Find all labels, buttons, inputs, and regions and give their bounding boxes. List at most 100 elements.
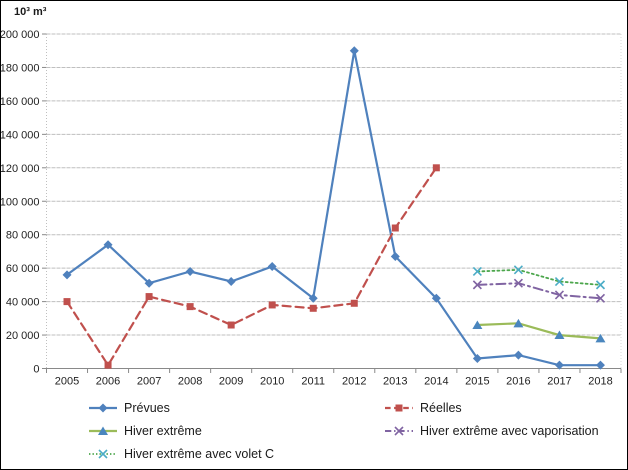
- marker-diamond: [554, 360, 564, 370]
- marker-x: [595, 293, 606, 303]
- marker-diamond: [185, 266, 195, 276]
- marker-diamond: [431, 293, 441, 303]
- marker-diamond: [62, 270, 72, 280]
- marker-square: [432, 164, 440, 172]
- marker-square: [268, 301, 276, 309]
- x-tick-label: 2008: [178, 376, 202, 388]
- series-2: [63, 164, 440, 369]
- legend-sample: [89, 449, 117, 459]
- y-tick-label: 140 000: [1, 129, 40, 141]
- legend-sample-marker: [98, 403, 108, 413]
- y-tick-label: 160 000: [1, 96, 40, 108]
- legend-label: Hiver extrême avec volet C: [124, 447, 275, 461]
- marker-square: [104, 361, 112, 369]
- marker-square: [145, 293, 153, 301]
- marker-triangle: [554, 330, 565, 340]
- y-tick-label: 0: [33, 364, 39, 376]
- x-tick-label: 2017: [547, 376, 571, 388]
- y-tick-label: 20 000: [6, 330, 40, 342]
- y-tick-label: 60 000: [6, 263, 40, 275]
- series-5: [472, 265, 606, 290]
- legend-label: Prévues: [124, 401, 170, 415]
- x-tick-label: 2005: [55, 376, 79, 388]
- marker-square: [395, 404, 403, 412]
- marker-x: [472, 266, 482, 277]
- marker-triangle: [98, 426, 108, 435]
- marker-triangle: [513, 318, 524, 328]
- marker-diamond: [144, 278, 154, 288]
- marker-x: [472, 280, 482, 290]
- legend-sample-marker: [394, 426, 404, 436]
- marker-square: [309, 304, 317, 312]
- marker-x: [554, 276, 565, 287]
- marker-diamond: [98, 403, 108, 413]
- axis-labels: 0 20 000 40 000 60 000 80 000 100 000 120 000 1…: [1, 29, 613, 388]
- x-tick-label: 2015: [465, 376, 489, 388]
- x-tick-label: 2016: [506, 376, 530, 388]
- marker-triangle: [595, 333, 606, 343]
- y-tick-label: 120 000: [1, 163, 40, 175]
- axes: [42, 33, 622, 373]
- marker-x: [513, 278, 523, 288]
- y-tick-label: 180 000: [1, 62, 40, 74]
- legend-sample-marker: [98, 449, 108, 459]
- y-tick-label: 40 000: [6, 297, 40, 309]
- marker-diamond: [472, 353, 482, 363]
- series-line: [65, 166, 438, 368]
- marker-square: [227, 321, 235, 329]
- y-axis-unit-label: 10³ m³: [14, 6, 47, 18]
- x-tick-label: 2006: [96, 376, 120, 388]
- legend-sample-marker: [395, 404, 403, 412]
- series-1: [62, 46, 605, 370]
- marker-diamond: [349, 46, 359, 56]
- legend-entry-2: Réelles: [384, 399, 462, 417]
- marker-x: [394, 426, 404, 436]
- y-tick-label: 200 000: [1, 29, 40, 41]
- legend-entry-1: Prévues: [88, 399, 170, 417]
- marker-x: [554, 290, 565, 300]
- marker-square: [350, 299, 358, 307]
- marker-square: [63, 298, 71, 306]
- marker-diamond: [390, 251, 400, 261]
- marker-triangle: [472, 320, 483, 330]
- marker-diamond: [513, 350, 523, 360]
- y-tick-label: 100 000: [1, 196, 40, 208]
- x-tick-label: 2012: [342, 376, 366, 388]
- x-tick-label: 2007: [137, 376, 161, 388]
- series-4: [472, 278, 606, 303]
- gridlines: [46, 33, 621, 336]
- legend-sample: [385, 426, 413, 436]
- marker-diamond: [595, 360, 605, 370]
- legend-entry-4: Hiver extrême avec vaporisation: [384, 422, 599, 440]
- series-line: [476, 268, 602, 286]
- legend-sample-marker: [98, 426, 108, 435]
- legend-sample: [89, 426, 117, 435]
- marker-x: [513, 265, 523, 275]
- marker-square: [186, 303, 194, 311]
- marker-x: [98, 449, 108, 459]
- legend-entry-5: Hiver extrême avec volet C: [88, 445, 274, 463]
- series-line: [476, 282, 602, 300]
- legend-label: Hiver extrême: [124, 424, 202, 438]
- x-tick-label: 2009: [219, 376, 243, 388]
- series-3: [472, 318, 606, 343]
- legend-label: Réelles: [420, 401, 462, 415]
- marker-diamond: [308, 293, 318, 303]
- marker-square: [391, 224, 399, 232]
- x-tick-label: 2013: [383, 376, 407, 388]
- series-line: [65, 50, 602, 367]
- marker-diamond: [103, 240, 113, 250]
- marker-diamond: [267, 261, 277, 271]
- legend-sample: [89, 403, 117, 413]
- legend-label: Hiver extrême avec vaporisation: [420, 424, 599, 438]
- legend-entry-3: Hiver extrême: [88, 422, 202, 440]
- marker-x: [595, 280, 606, 290]
- x-tick-label: 2010: [260, 376, 284, 388]
- legend-sample: [385, 404, 413, 412]
- series-line: [476, 322, 602, 340]
- x-tick-label: 2018: [588, 376, 612, 388]
- marker-diamond: [226, 277, 236, 287]
- x-tick-label: 2014: [424, 376, 448, 388]
